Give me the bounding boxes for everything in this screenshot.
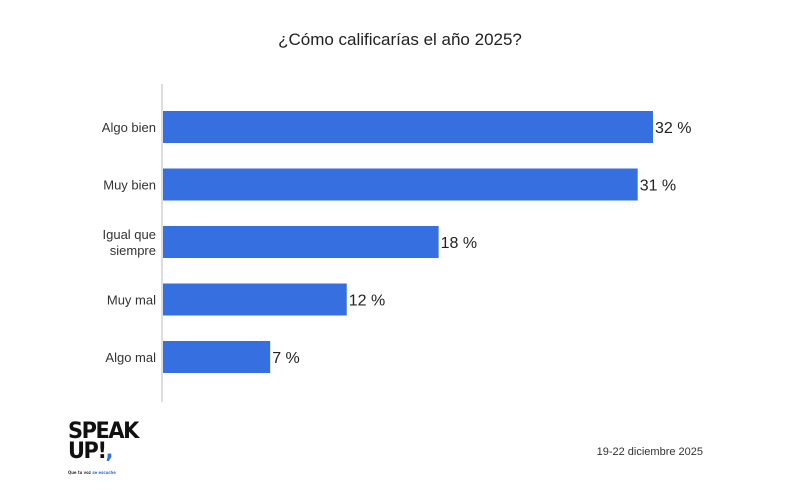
logo-accent-mark: , bbox=[105, 439, 114, 464]
value-label-2: 18 % bbox=[441, 235, 477, 252]
survey-date: 19-22 diciembre 2025 bbox=[596, 446, 703, 458]
category-label-1: Muy bien bbox=[103, 178, 156, 193]
chart-title: ¿Cómo calificarías el año 2025? bbox=[278, 30, 522, 49]
category-label-2: Igual que siempre bbox=[103, 227, 157, 258]
logo-line-2-text: UP! bbox=[68, 439, 107, 464]
bar-4 bbox=[163, 341, 271, 373]
value-label-4: 7 % bbox=[272, 350, 300, 367]
category-label-0: Algo bien bbox=[102, 120, 156, 135]
bars-layer: 32 % Algo bien 31 % Muy bien 18 % Igual que si… bbox=[102, 111, 691, 373]
logo-line-2: UP!, bbox=[68, 439, 144, 464]
bar-0 bbox=[163, 111, 653, 143]
category-label-3: Muy mal bbox=[107, 293, 156, 308]
logo-tagline: Que tu voz se escuche bbox=[68, 463, 144, 483]
logo-line-1: SPEAK bbox=[68, 419, 139, 444]
value-label-1: 31 % bbox=[640, 178, 676, 195]
bar-3 bbox=[163, 283, 347, 316]
category-label-4: Algo mal bbox=[105, 350, 156, 365]
value-label-0: 32 % bbox=[655, 120, 691, 137]
speak-up-logo: SPEAK UP!, Que tu voz se escuche bbox=[68, 419, 148, 483]
bar-1 bbox=[163, 168, 638, 201]
value-label-3: 12 % bbox=[349, 293, 385, 310]
logo-tagline-highlight: se escuche bbox=[92, 470, 116, 475]
logo-tagline-start: Que tu voz bbox=[68, 470, 91, 475]
bar-2 bbox=[163, 226, 439, 258]
